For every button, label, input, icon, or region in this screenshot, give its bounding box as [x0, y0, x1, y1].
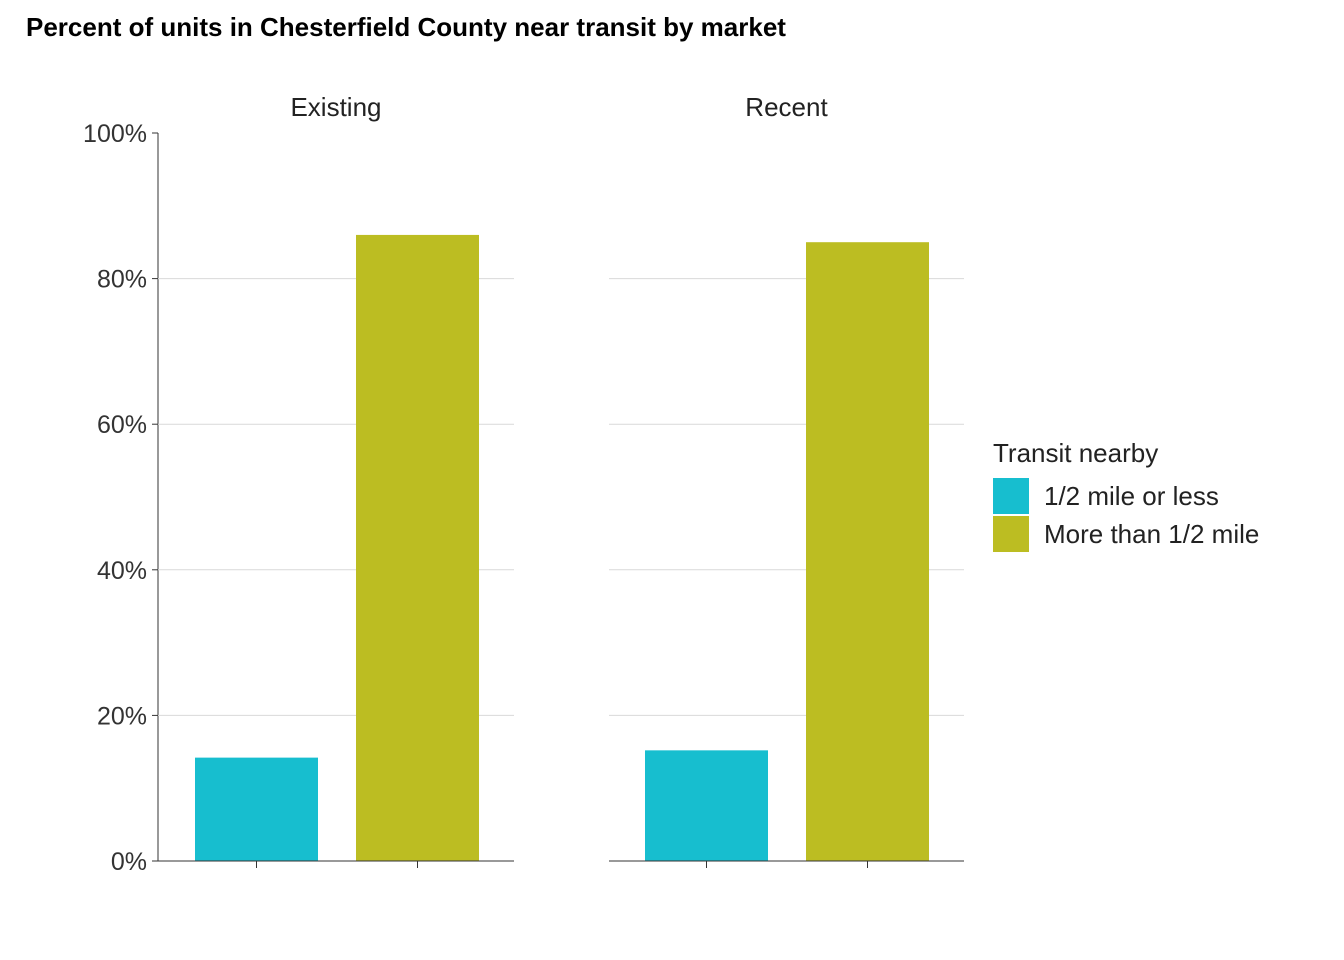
legend-item-half-mile-or-less: 1/2 mile or less	[993, 477, 1259, 515]
bar	[806, 242, 929, 861]
y-tick-label: 40%	[97, 557, 147, 585]
legend-swatch-more-than-half-mile	[993, 516, 1029, 552]
panel-label: Existing	[290, 92, 381, 122]
y-tick-label: 80%	[97, 266, 147, 294]
bar	[356, 234, 479, 862]
chart-title: Percent of units in Chesterfield County …	[26, 12, 786, 42]
legend-label-half-mile-or-less: 1/2 mile or less	[1044, 480, 1219, 511]
bar	[645, 750, 768, 861]
panel-label: Recent	[745, 92, 828, 122]
legend-title: Transit nearby	[993, 438, 1159, 468]
legend-label-more-than-half-mile: More than 1/2 mile	[1044, 518, 1260, 549]
y-tick-label: 100%	[83, 120, 147, 148]
bar	[195, 757, 318, 861]
y-tick-label: 0%	[111, 848, 147, 876]
legend-swatch-half-mile-or-less	[993, 478, 1029, 514]
legend-item-more-than-half-mile: More than 1/2 mile	[993, 515, 1259, 553]
y-tick-label: 60%	[97, 411, 147, 439]
legend: Transit nearby 1/2 mile or less More tha…	[993, 438, 1259, 553]
y-tick-label: 20%	[97, 702, 147, 730]
